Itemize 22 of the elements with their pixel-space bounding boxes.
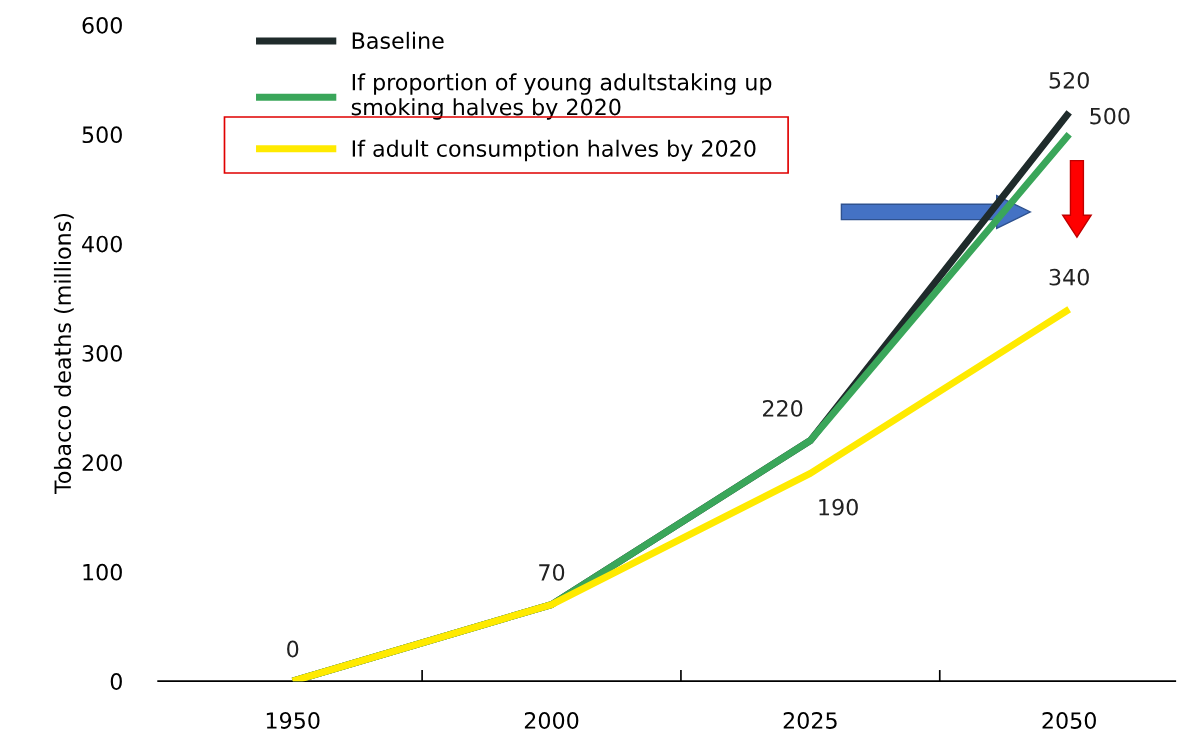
x-tick-label: 1950 [266, 712, 320, 729]
y-tick-label: 200 [82, 454, 122, 472]
y-tick-label: 0 [110, 673, 122, 690]
legend-label: If proportion of young adultstaking up smoking halves by 2020 [351, 73, 772, 120]
data-label: 520 [1049, 71, 1089, 89]
legend-label: Baseline [352, 31, 444, 50]
x-tick-label: 2000 [524, 712, 579, 729]
data-label: 0 [287, 640, 299, 658]
data-label: 340 [1049, 268, 1089, 286]
y-axis-title: Tobacco deaths (millions) [53, 213, 74, 495]
y-tick-label: 500 [82, 126, 122, 144]
y-tick-label: 100 [83, 563, 122, 581]
y-tick-label: 300 [82, 345, 122, 362]
data-label: 70 [539, 564, 565, 581]
data-label: 190 [819, 498, 858, 516]
y-tick-label: 600 [82, 16, 122, 34]
x-tick-label: 2025 [783, 712, 837, 729]
x-tick-label: 2050 [1042, 712, 1096, 729]
legend-label: If adult consumption halves by 2020 [352, 139, 756, 162]
data-label: 220 [762, 399, 803, 417]
y-tick-label: 400 [82, 235, 122, 253]
data-label: 500 [1090, 107, 1130, 125]
